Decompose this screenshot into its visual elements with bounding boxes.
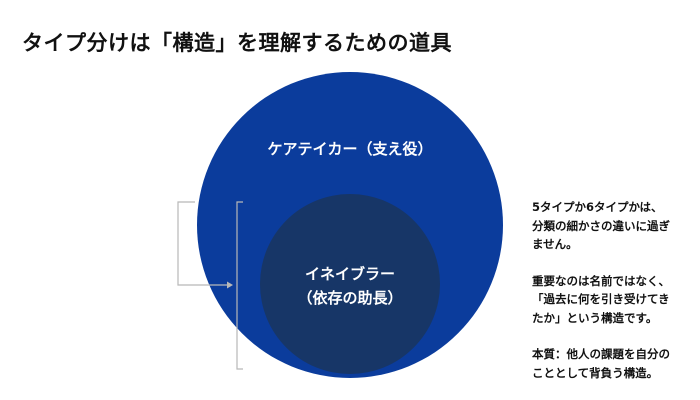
- outer-circle-label: ケアテイカー（支え役）: [267, 140, 433, 158]
- note-line: 「過去に何を引き受けてき: [532, 292, 670, 306]
- note-paragraph: 本質：他人の課題を自分の こととして背負う構造。: [532, 345, 682, 382]
- inner-circle-label-line2: （依存の助長）: [297, 289, 403, 307]
- note-line: たか」という構造です。: [532, 310, 658, 325]
- inner-bracket: [236, 201, 243, 370]
- note-paragraph: 5タイプか6タイプかは、 分類の細かさの違いに過ぎ ません。: [532, 198, 682, 254]
- notes-panel: 5タイプか6タイプかは、 分類の細かさの違いに過ぎ ません。 重要なのは名前では…: [532, 198, 682, 382]
- note-line: ません。: [532, 237, 578, 251]
- note-line: 本質：他人の課題を自分の: [532, 347, 670, 361]
- outer-bracket: [177, 201, 231, 286]
- note-paragraph: 重要なのは名前ではなく、 「過去に何を引き受けてき たか」という構造です。: [532, 272, 682, 328]
- inner-circle-enabler: [260, 194, 440, 374]
- page-title: タイプ分けは「構造」を理解するための道具: [22, 31, 452, 55]
- note-line: 重要なのは名前ではなく、: [532, 273, 670, 288]
- note-line: こととして背負う構造。: [532, 365, 659, 380]
- bracket-arrowhead: [227, 281, 233, 289]
- note-line: 分類の細かさの違いに過ぎ: [532, 218, 670, 233]
- inner-circle-label: イネイブラー （依存の助長）: [277, 262, 423, 310]
- inner-circle-label-line1: イネイブラー: [304, 265, 395, 283]
- note-line: 5タイプか6タイプかは、: [532, 200, 663, 214]
